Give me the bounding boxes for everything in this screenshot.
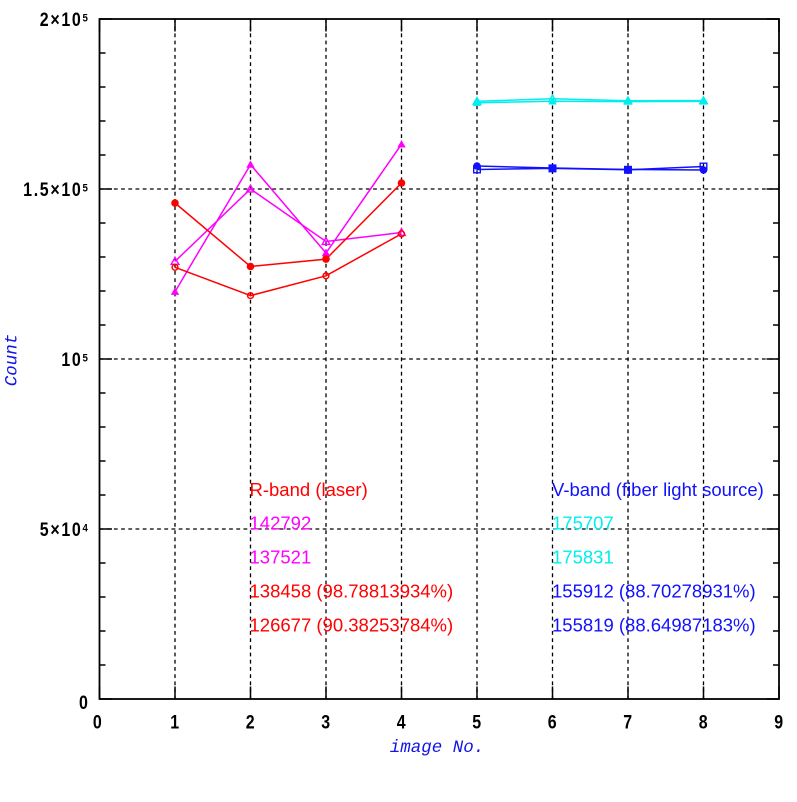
svg-text:155819 (88.64987183%): 155819 (88.64987183%) — [552, 614, 756, 635]
svg-text:175831: 175831 — [552, 546, 614, 567]
svg-text:175707: 175707 — [552, 512, 614, 533]
svg-text:Count: Count — [3, 334, 23, 387]
svg-text:3: 3 — [321, 711, 330, 733]
svg-text:105: 105 — [61, 348, 89, 370]
svg-text:V-band (fiber light source): V-band (fiber light source) — [552, 479, 764, 500]
svg-text:image No.: image No. — [390, 738, 485, 758]
svg-text:R-band (laser): R-band (laser) — [250, 479, 368, 500]
svg-text:137521: 137521 — [250, 546, 312, 567]
svg-text:142792: 142792 — [250, 512, 312, 533]
svg-text:0: 0 — [79, 692, 90, 714]
svg-text:2×105: 2×105 — [40, 8, 90, 30]
svg-text:6: 6 — [548, 711, 557, 733]
svg-text:4: 4 — [397, 711, 406, 733]
svg-text:126677 (90.38253784%): 126677 (90.38253784%) — [250, 614, 454, 635]
svg-text:1: 1 — [170, 711, 179, 733]
svg-text:5×104: 5×104 — [40, 518, 90, 540]
svg-text:9: 9 — [774, 711, 783, 733]
svg-text:155912 (88.70278931%): 155912 (88.70278931%) — [552, 580, 756, 601]
svg-text:5: 5 — [472, 711, 481, 733]
svg-text:2: 2 — [246, 711, 255, 733]
svg-text:0: 0 — [93, 711, 102, 733]
svg-text:1.5×105: 1.5×105 — [23, 178, 89, 200]
svg-text:8: 8 — [699, 711, 708, 733]
svg-text:138458 (98.78813934%): 138458 (98.78813934%) — [250, 580, 454, 601]
svg-text:7: 7 — [623, 711, 632, 733]
